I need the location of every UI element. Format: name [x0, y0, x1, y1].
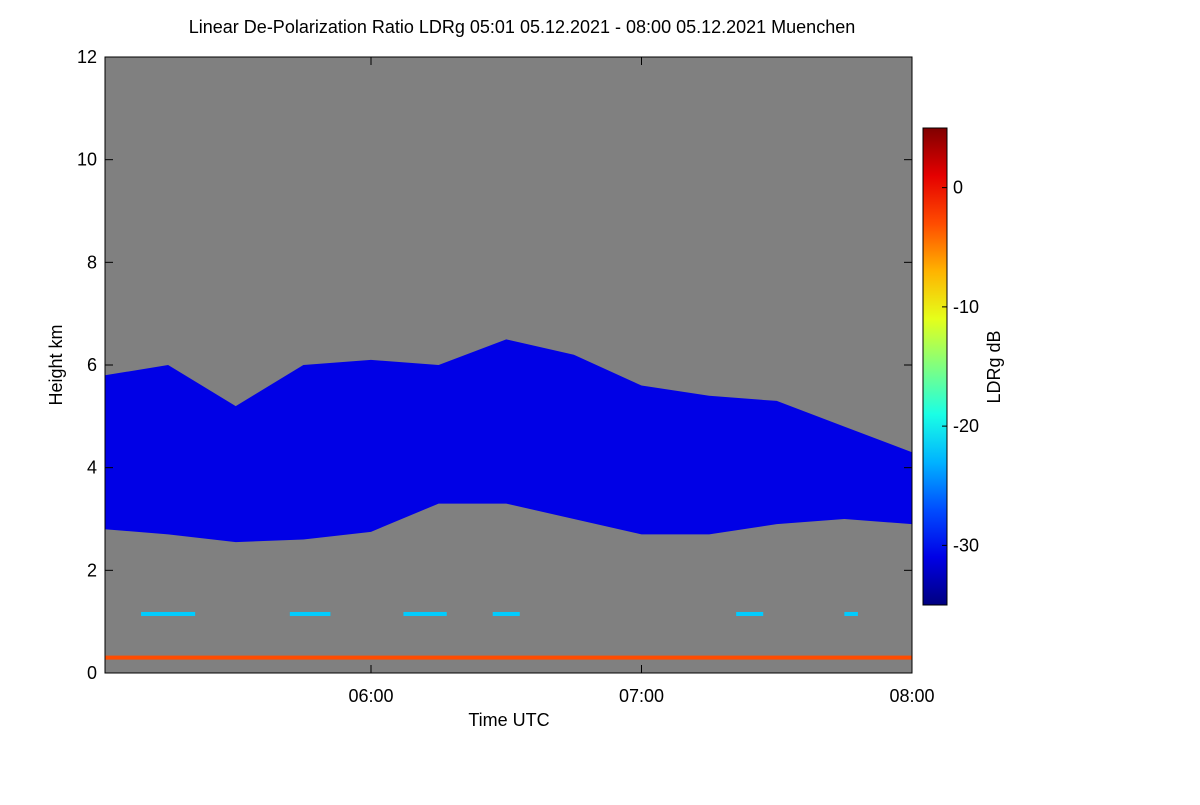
colorbar-tick-label: 0 [953, 178, 963, 198]
surface-layer [105, 655, 912, 660]
cloud-area [105, 339, 912, 543]
x-tick-label: 07:00 [619, 686, 664, 706]
aerosol-segment [289, 611, 331, 616]
chart-title: Linear De-Polarization Ratio LDRg 05:01 … [189, 17, 855, 37]
colorbar-label: LDRg dB [984, 330, 1004, 403]
colorbar [922, 127, 948, 606]
aerosol-segment [403, 611, 447, 616]
y-tick-label: 0 [87, 663, 97, 683]
x-axis-label: Time UTC [468, 710, 549, 730]
aerosol-segment [492, 611, 520, 616]
aerosol-segment [736, 611, 764, 616]
y-tick-label: 4 [87, 458, 97, 478]
y-tick-label: 10 [77, 150, 97, 170]
colorbar-tick-label: -20 [953, 416, 979, 436]
y-tick-label: 12 [77, 47, 97, 67]
y-tick-label: 2 [87, 560, 97, 580]
aerosol-segment [141, 611, 196, 616]
colorbar-tick-label: -30 [953, 535, 979, 555]
x-tick-label: 06:00 [348, 686, 393, 706]
aerosol-segment [844, 611, 858, 616]
colorbar-tick-label: -10 [953, 297, 979, 317]
x-tick-label: 08:00 [889, 686, 934, 706]
y-tick-label: 8 [87, 252, 97, 272]
y-axis-label: Height km [46, 324, 66, 405]
y-tick-label: 6 [87, 355, 97, 375]
